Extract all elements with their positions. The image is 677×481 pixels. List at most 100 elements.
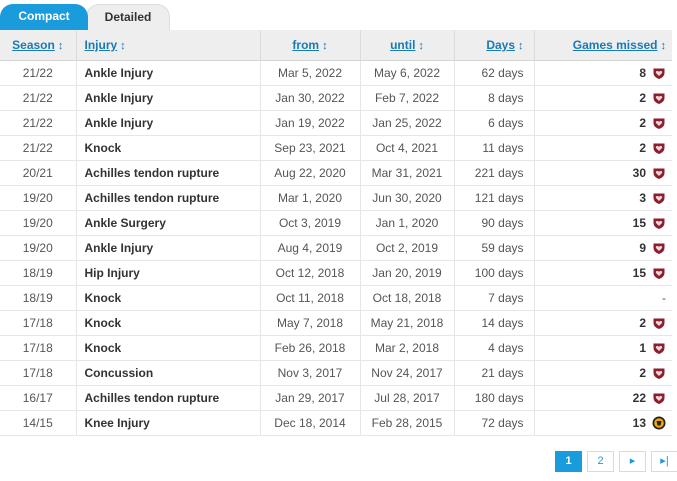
hearts-crest-icon[interactable]: [652, 241, 666, 255]
until-date-cell: Mar 2, 2018: [360, 335, 455, 361]
table-row: 21/22 Ankle Injury Jan 30, 2022 Feb 7, 2022…: [0, 85, 672, 111]
games-missed-value: 8: [639, 65, 646, 80]
from-date-cell: Oct 11, 2018: [260, 285, 361, 311]
column-header-from[interactable]: from ↕: [260, 30, 361, 61]
from-date-cell: Mar 5, 2022: [260, 60, 361, 86]
injury-cell: Ankle Injury: [76, 110, 261, 136]
column-header-season[interactable]: Season ↕: [0, 30, 77, 61]
from-date-cell: Aug 4, 2019: [260, 235, 361, 261]
table-row: 21/22 Knock Sep 23, 2021 Oct 4, 2021 11 days…: [0, 135, 672, 161]
games-missed-value: 3: [639, 190, 646, 205]
season-cell: 18/19: [0, 260, 77, 286]
page-1-button[interactable]: 1: [555, 451, 582, 472]
injury-cell: Knock: [76, 335, 261, 361]
table-row: 19/20 Achilles tendon rupture Mar 1, 2020 J…: [0, 185, 672, 211]
table-row: 16/17 Achilles tendon rupture Jan 29, 2017…: [0, 385, 672, 411]
until-date-cell: Jan 25, 2022: [360, 110, 455, 136]
games-missed-value: 15: [632, 265, 646, 280]
hearts-crest-icon[interactable]: [652, 366, 666, 380]
hearts-crest-icon[interactable]: [652, 191, 666, 205]
days-cell: 4 days: [454, 335, 535, 361]
games-missed-value: 2: [639, 115, 646, 130]
injury-cell: Ankle Surgery: [76, 210, 261, 236]
hearts-crest-icon[interactable]: [652, 341, 666, 355]
games-missed-cell: 1: [534, 335, 672, 361]
season-cell: 18/19: [0, 285, 77, 311]
games-missed-value: 1: [639, 340, 646, 355]
from-date-cell: May 7, 2018: [260, 310, 361, 336]
games-missed-cell: 2: [534, 85, 672, 111]
games-missed-cell: 2: [534, 360, 672, 386]
days-cell: 21 days: [454, 360, 535, 386]
season-cell: 14/15: [0, 410, 77, 436]
table-row: 17/18 Knock Feb 26, 2018 Mar 2, 2018 4 days 1: [0, 335, 672, 361]
table-row: 20/21 Achilles tendon rupture Aug 22, 2020…: [0, 160, 672, 186]
games-missed-cell: 3: [534, 185, 672, 211]
season-cell: 17/18: [0, 310, 77, 336]
games-missed-cell: 30: [534, 160, 672, 186]
injury-cell: Concussion: [76, 360, 261, 386]
until-date-cell: Jul 28, 2017: [360, 385, 455, 411]
hearts-crest-icon[interactable]: [652, 166, 666, 180]
from-date-cell: Dec 18, 2014: [260, 410, 361, 436]
games-missed-cell: 15: [534, 260, 672, 286]
hearts-crest-icon[interactable]: [652, 316, 666, 330]
page-2-button[interactable]: 2: [587, 451, 614, 472]
table-row: 21/22 Ankle Injury Mar 5, 2022 May 6, 2022 6…: [0, 60, 672, 86]
hearts-crest-icon[interactable]: [652, 66, 666, 80]
hearts-crest-icon[interactable]: [652, 216, 666, 230]
column-header-injury[interactable]: Injury ↕: [76, 30, 261, 61]
season-cell: 19/20: [0, 210, 77, 236]
hearts-crest-icon[interactable]: [652, 391, 666, 405]
days-cell: 8 days: [454, 85, 535, 111]
injury-cell: Ankle Injury: [76, 60, 261, 86]
table-row: 14/15 Knee Injury Dec 18, 2014 Feb 28, 2015…: [0, 410, 672, 436]
injury-cell: Knock: [76, 135, 261, 161]
from-date-cell: Jan 29, 2017: [260, 385, 361, 411]
table-row: 17/18 Concussion Nov 3, 2017 Nov 24, 2017 21…: [0, 360, 672, 386]
games-missed-cell: 15: [534, 210, 672, 236]
days-cell: 121 days: [454, 185, 535, 211]
next-page-button[interactable]: ▸: [619, 451, 646, 472]
tab-bar: Compact Detailed: [0, 0, 677, 30]
until-date-cell: Feb 7, 2022: [360, 85, 455, 111]
dundee-united-crest-icon[interactable]: [652, 416, 666, 430]
sort-icon: ↕: [418, 39, 424, 52]
days-cell: 90 days: [454, 210, 535, 236]
games-missed-cell: 8: [534, 60, 672, 86]
from-date-cell: Sep 23, 2021: [260, 135, 361, 161]
injury-cell: Knock: [76, 285, 261, 311]
column-header-days[interactable]: Days ↕: [454, 30, 535, 61]
days-cell: 100 days: [454, 260, 535, 286]
injury-cell: Knee Injury: [76, 410, 261, 436]
hearts-crest-icon[interactable]: [652, 266, 666, 280]
table-row: 19/20 Ankle Surgery Oct 3, 2019 Jan 1, 2020…: [0, 210, 672, 236]
season-cell: 20/21: [0, 160, 77, 186]
injury-cell: Ankle Injury: [76, 235, 261, 261]
tab-compact[interactable]: Compact: [0, 4, 88, 30]
injury-cell: Knock: [76, 310, 261, 336]
games-missed-cell: 2: [534, 110, 672, 136]
games-missed-cell: 2: [534, 135, 672, 161]
injury-cell: Ankle Injury: [76, 85, 261, 111]
last-page-button[interactable]: ▸|: [651, 451, 677, 472]
hearts-crest-icon[interactable]: [652, 116, 666, 130]
column-header-games-missed[interactable]: Games missed ↕: [534, 30, 672, 61]
hearts-crest-icon[interactable]: [652, 91, 666, 105]
days-cell: 11 days: [454, 135, 535, 161]
games-missed-value: -: [662, 290, 666, 305]
days-cell: 6 days: [454, 110, 535, 136]
column-header-until[interactable]: until ↕: [360, 30, 455, 61]
injury-table: Season ↕ Injury ↕ from ↕ until ↕ Days ↕ Games…: [0, 30, 672, 436]
tab-detailed[interactable]: Detailed: [86, 4, 170, 30]
season-cell: 16/17: [0, 385, 77, 411]
table-row: 18/19 Knock Oct 11, 2018 Oct 18, 2018 7 days…: [0, 285, 672, 311]
season-cell: 21/22: [0, 110, 77, 136]
until-date-cell: Jan 1, 2020: [360, 210, 455, 236]
table-row: 21/22 Ankle Injury Jan 19, 2022 Jan 25, 202…: [0, 110, 672, 136]
games-missed-value: 2: [639, 90, 646, 105]
sort-icon: ↕: [660, 39, 667, 52]
hearts-crest-icon[interactable]: [652, 141, 666, 155]
days-cell: 180 days: [454, 385, 535, 411]
table-row: 17/18 Knock May 7, 2018 May 21, 2018 14 days…: [0, 310, 672, 336]
